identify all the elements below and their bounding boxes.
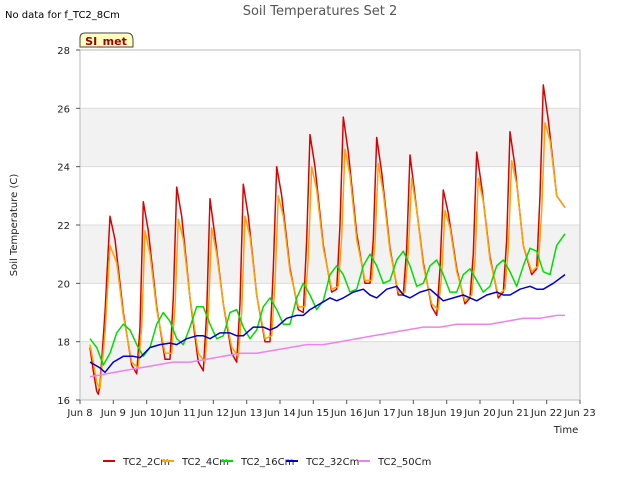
badge-label: SI_met [85, 35, 127, 48]
x-tick-label: Jun 20 [463, 408, 496, 419]
x-tick-label: Jun 9 [100, 408, 126, 419]
y-tick-label: 18 [57, 338, 70, 349]
x-tick-label: Jun 12 [197, 408, 230, 419]
x-tick-label: Jun 11 [163, 408, 196, 419]
y-tick-label: 28 [57, 46, 70, 57]
x-axis-ticks: Jun 8 Jun 9 Jun 10 Jun 11 Jun 12 Jun 13 Jun 14… [66, 400, 596, 419]
x-tick-label: Jun 14 [263, 408, 296, 419]
x-tick-label: Jun 18 [397, 408, 430, 419]
chart-title: Soil Temperatures Set 2 [243, 4, 398, 19]
x-tick-label: Jun 15 [297, 408, 330, 419]
legend-label: TC2_50Cm [377, 457, 431, 468]
y-tick-label: 20 [57, 279, 70, 290]
series-line-tc2-50cm [89, 314, 565, 378]
legend: TC2_2Cm TC2_4Cm TC2_16Cm TC2_32Cm TC2_50Cm [103, 457, 431, 468]
plot-bands [80, 108, 580, 400]
series-line-tc2-32cm [89, 273, 566, 374]
x-tick-label: Jun 21 [497, 408, 530, 419]
y-tick-label: 24 [57, 163, 70, 174]
badge-background [79, 32, 134, 48]
x-tick-label: Jun 8 [66, 408, 92, 419]
x-tick-label: Jun 13 [230, 408, 263, 419]
x-tick-label: Jun 17 [363, 408, 396, 419]
y-tick-label: 16 [57, 396, 70, 407]
x-tick-label: Jun 23 [563, 408, 596, 419]
series-line-tc2-4cm [89, 122, 566, 390]
y-axis-title: Soil Temperature (C) [9, 174, 20, 277]
no-data-note: No data for f_TC2_8Cm [5, 10, 120, 21]
si-met-badge: SI_met [79, 32, 134, 48]
x-axis-title: Time [553, 425, 578, 436]
x-tick-label: Jun 16 [330, 408, 363, 419]
x-tick-label: Jun 19 [430, 408, 463, 419]
series-line-tc2-16cm [89, 233, 566, 366]
legend-label: TC2_32Cm [305, 457, 359, 468]
y-tick-label: 26 [57, 104, 70, 115]
x-tick-label: Jun 22 [530, 408, 563, 419]
legend-label: TC2_2Cm [122, 457, 170, 468]
x-tick-label: Jun 10 [130, 408, 163, 419]
plot-band [80, 108, 580, 167]
y-tick-label: 22 [57, 221, 70, 232]
legend-label: TC2_4Cm [181, 457, 229, 468]
y-axis-ticks: 16 18 20 22 24 26 28 [57, 46, 80, 407]
legend-label: TC2_16Cm [240, 457, 294, 468]
plot-band [80, 341, 580, 400]
series-lines [89, 84, 566, 395]
